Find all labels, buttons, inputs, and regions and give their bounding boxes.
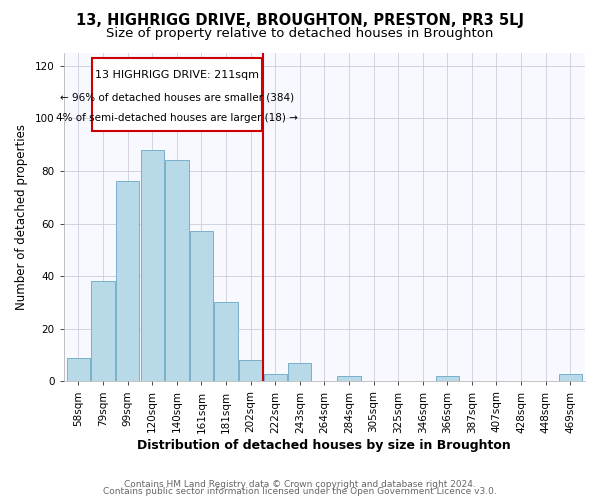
Bar: [214, 302, 238, 382]
Bar: [140, 150, 164, 382]
FancyBboxPatch shape: [92, 58, 262, 132]
Bar: [165, 160, 188, 382]
Bar: [91, 282, 115, 382]
Y-axis label: Number of detached properties: Number of detached properties: [15, 124, 28, 310]
X-axis label: Distribution of detached houses by size in Broughton: Distribution of detached houses by size …: [137, 440, 511, 452]
Bar: [239, 360, 262, 382]
Text: Contains HM Land Registry data © Crown copyright and database right 2024.: Contains HM Land Registry data © Crown c…: [124, 480, 476, 489]
Text: Contains public sector information licensed under the Open Government Licence v3: Contains public sector information licen…: [103, 487, 497, 496]
Bar: [559, 374, 582, 382]
Bar: [337, 376, 361, 382]
Bar: [67, 358, 90, 382]
Text: 13, HIGHRIGG DRIVE, BROUGHTON, PRESTON, PR3 5LJ: 13, HIGHRIGG DRIVE, BROUGHTON, PRESTON, …: [76, 12, 524, 28]
Bar: [263, 374, 287, 382]
Bar: [190, 232, 213, 382]
Bar: [116, 182, 139, 382]
Text: Size of property relative to detached houses in Broughton: Size of property relative to detached ho…: [106, 28, 494, 40]
Text: ← 96% of detached houses are smaller (384): ← 96% of detached houses are smaller (38…: [60, 92, 294, 102]
Text: 13 HIGHRIGG DRIVE: 211sqm: 13 HIGHRIGG DRIVE: 211sqm: [95, 70, 259, 80]
Bar: [288, 363, 311, 382]
Bar: [436, 376, 459, 382]
Text: 4% of semi-detached houses are larger (18) →: 4% of semi-detached houses are larger (1…: [56, 114, 298, 124]
